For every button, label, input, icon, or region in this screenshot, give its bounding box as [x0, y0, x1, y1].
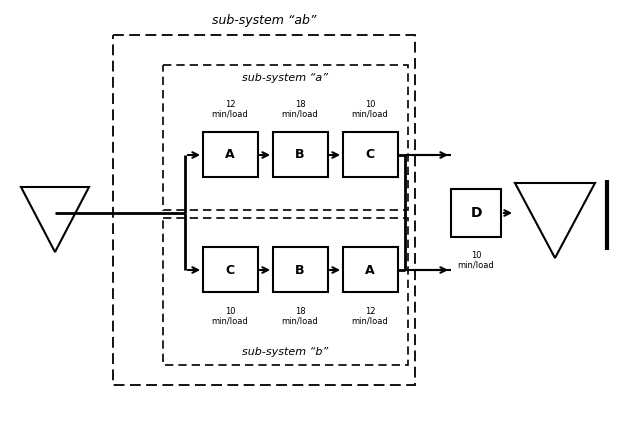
- Text: 12
min/load: 12 min/load: [212, 100, 249, 118]
- Text: 10
min/load: 10 min/load: [212, 307, 249, 325]
- Text: 18
min/load: 18 min/load: [282, 307, 318, 325]
- FancyBboxPatch shape: [343, 132, 397, 178]
- FancyBboxPatch shape: [272, 247, 328, 292]
- Text: A: A: [365, 264, 375, 277]
- FancyBboxPatch shape: [202, 132, 257, 178]
- Text: B: B: [295, 148, 305, 162]
- Text: sub-system “ab”: sub-system “ab”: [212, 14, 316, 27]
- FancyBboxPatch shape: [202, 247, 257, 292]
- Text: 12
min/load: 12 min/load: [351, 307, 388, 325]
- Text: sub-system “b”: sub-system “b”: [242, 347, 328, 357]
- Text: 10
min/load: 10 min/load: [351, 100, 388, 118]
- Text: A: A: [225, 148, 235, 162]
- FancyBboxPatch shape: [451, 189, 501, 237]
- Text: 10
min/load: 10 min/load: [458, 251, 495, 270]
- Text: C: C: [366, 148, 374, 162]
- Text: C: C: [226, 264, 235, 277]
- Text: 18
min/load: 18 min/load: [282, 100, 318, 118]
- Text: D: D: [470, 206, 482, 220]
- Text: B: B: [295, 264, 305, 277]
- FancyBboxPatch shape: [343, 247, 397, 292]
- FancyBboxPatch shape: [272, 132, 328, 178]
- Text: sub-system “a”: sub-system “a”: [242, 73, 328, 83]
